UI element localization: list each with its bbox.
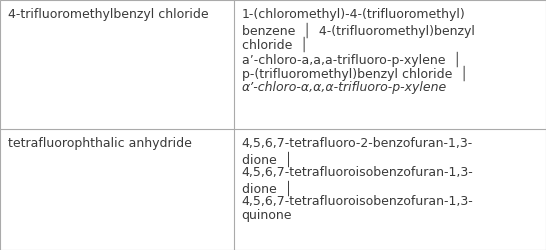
Text: 4,5,6,7-tetrafluoroisobenzofuran-1,3-: 4,5,6,7-tetrafluoroisobenzofuran-1,3- bbox=[242, 166, 473, 179]
Text: 4,5,6,7-tetrafluoro-2-benzofuran-1,3-: 4,5,6,7-tetrafluoro-2-benzofuran-1,3- bbox=[242, 137, 473, 150]
Text: 4,5,6,7-tetrafluoroisobenzofuran-1,3-: 4,5,6,7-tetrafluoroisobenzofuran-1,3- bbox=[242, 195, 473, 208]
Text: dione  │: dione │ bbox=[242, 180, 292, 196]
Text: p-(trifluoromethyl)benzyl chloride  │: p-(trifluoromethyl)benzyl chloride │ bbox=[242, 66, 467, 82]
Text: dione  │: dione │ bbox=[242, 151, 292, 167]
Text: chloride  │: chloride │ bbox=[242, 37, 307, 52]
Text: quinone: quinone bbox=[242, 209, 292, 222]
Text: benzene  │  4-(trifluoromethyl)benzyl: benzene │ 4-(trifluoromethyl)benzyl bbox=[242, 22, 474, 38]
Text: a’-chloro-a,a,a-trifluoro-p-xylene  │: a’-chloro-a,a,a-trifluoro-p-xylene │ bbox=[242, 52, 461, 67]
Text: α’-chloro-α,α,α-trifluoro-p-xylene: α’-chloro-α,α,α-trifluoro-p-xylene bbox=[242, 80, 447, 94]
Text: tetrafluorophthalic anhydride: tetrafluorophthalic anhydride bbox=[8, 137, 192, 150]
Text: 4-trifluoromethylbenzyl chloride: 4-trifluoromethylbenzyl chloride bbox=[8, 8, 209, 21]
Text: 1-(chloromethyl)-4-(trifluoromethyl): 1-(chloromethyl)-4-(trifluoromethyl) bbox=[242, 8, 465, 21]
